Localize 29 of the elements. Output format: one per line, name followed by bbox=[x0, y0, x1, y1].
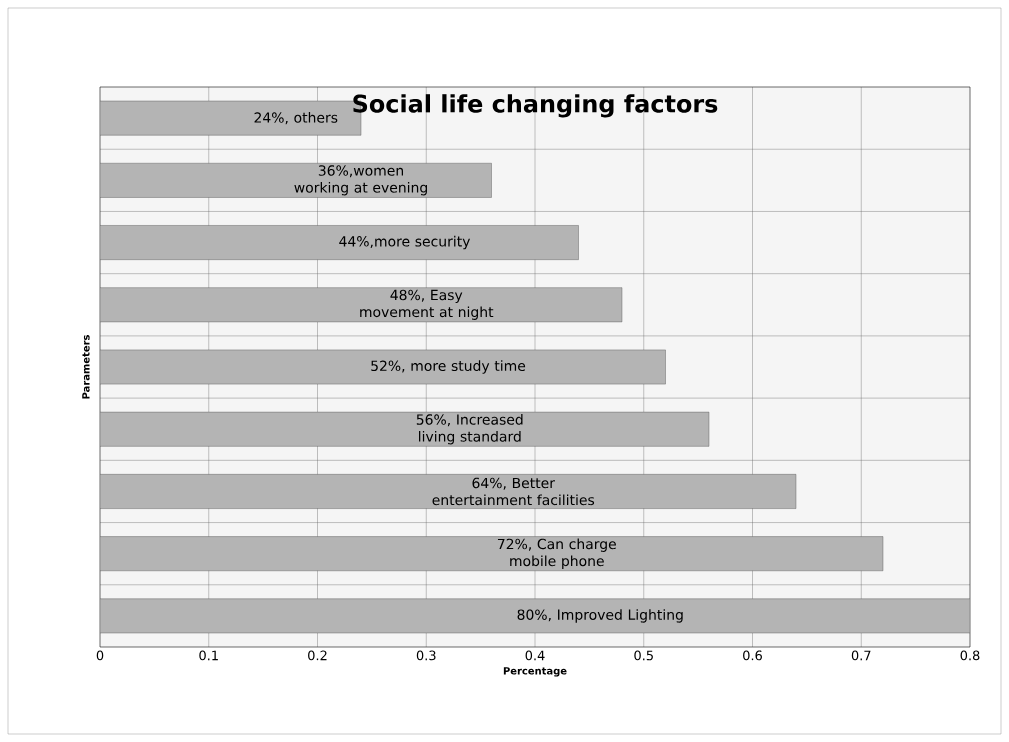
x-tick-label: 0.2 bbox=[308, 650, 327, 661]
x-tick-label: 0.7 bbox=[851, 650, 871, 661]
x-tick-label: 0 bbox=[96, 650, 104, 661]
x-axis-title: Percentage bbox=[503, 667, 567, 677]
data-label: 48%, Easy movement at night bbox=[360, 289, 494, 320]
data-label: 64%, Better entertainment facilities bbox=[432, 477, 595, 506]
x-tick-label: 0.3 bbox=[416, 650, 436, 661]
data-label: 56%, Increased living standard bbox=[416, 414, 523, 445]
data-label: 36%,women working at evening bbox=[294, 165, 427, 196]
bar bbox=[100, 349, 666, 385]
bar bbox=[100, 474, 797, 509]
data-label: 44%,more security bbox=[339, 235, 471, 250]
bar bbox=[100, 411, 710, 447]
bar bbox=[100, 225, 579, 260]
data-label: 24%, others bbox=[254, 112, 338, 125]
y-axis-title: Parameters bbox=[82, 335, 90, 399]
data-label: 72%, Can charge mobile phone bbox=[497, 538, 616, 569]
bar bbox=[100, 163, 492, 198]
x-tick-label: 0.6 bbox=[743, 650, 762, 661]
data-label: 80%, Improved Lighting bbox=[517, 609, 683, 623]
x-tick-label: 0.4 bbox=[525, 650, 545, 661]
x-tick-label: 0.5 bbox=[634, 650, 653, 661]
x-tick-label: 0.8 bbox=[960, 650, 980, 661]
bar bbox=[100, 287, 623, 323]
x-tick-label: 0.1 bbox=[199, 650, 218, 661]
data-label: 52%, more study time bbox=[371, 360, 526, 374]
chart-title: Social life changing factors bbox=[353, 94, 718, 118]
bar bbox=[100, 536, 884, 571]
bar bbox=[100, 598, 970, 634]
